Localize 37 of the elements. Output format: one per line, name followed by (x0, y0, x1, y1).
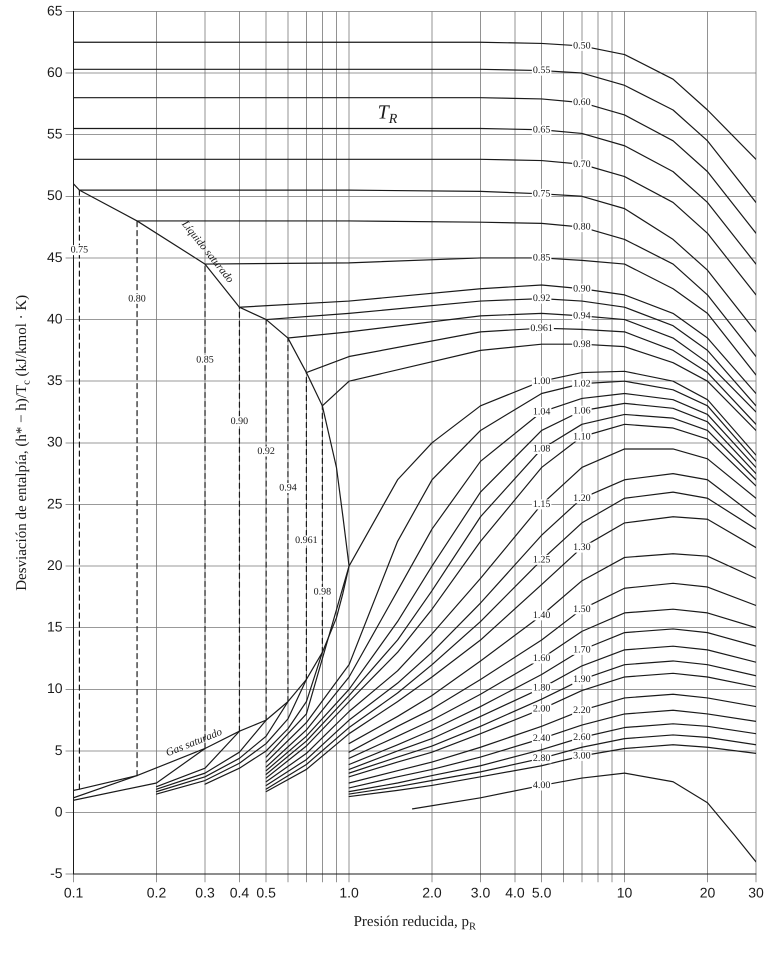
series-label: 0.90 (230, 416, 248, 427)
x-tick-label: 10 (616, 884, 633, 900)
y-tick-label: 5 (54, 742, 63, 758)
y-tick-label: 25 (46, 495, 63, 512)
x-tick-label: 0.1 (64, 884, 84, 900)
y-tick-label: 40 (46, 310, 63, 326)
x-tick-label: 30 (748, 884, 764, 900)
x-tick-label: 0.2 (146, 884, 166, 900)
x-tick-label: 5.0 (532, 884, 552, 900)
y-tick-label: 60 (46, 64, 63, 80)
series-label: 0.98 (314, 586, 332, 598)
y-tick-label: -5 (50, 865, 63, 882)
y-tick-label: 30 (46, 434, 63, 450)
y-tick-label: 10 (46, 680, 63, 696)
y-tick-label: 65 (46, 2, 63, 18)
y-tick-label: 55 (46, 126, 63, 142)
y-tick-label: 0 (54, 803, 63, 820)
series-label: 0.75 (70, 244, 88, 256)
y-tick-label: 15 (46, 618, 63, 635)
series-label: 0.80 (128, 294, 146, 305)
y-tick-label: 20 (46, 556, 63, 573)
x-tick-label: 2.0 (422, 884, 442, 900)
x-tick-label: 0.5 (256, 884, 276, 900)
x-tick-label: 4.0 (505, 884, 525, 900)
x-tick-label: 3.0 (470, 884, 490, 900)
x-tick-label: 0.3 (195, 884, 215, 900)
y-tick-label: 45 (46, 248, 63, 265)
y-tick-label: 50 (46, 187, 63, 204)
x-tick-label: 20 (700, 884, 716, 900)
series-label: 0.92 (257, 446, 275, 458)
y-axis-title: Desviación de entalpía, (h* − h)/Tc (kJ/kmol · K) (14, 294, 32, 591)
y-tick-label: 35 (46, 372, 63, 388)
series-label: 0.85 (196, 354, 214, 366)
series-label: 0.961 (295, 535, 318, 546)
x-tick-label: 0.4 (230, 884, 250, 900)
series-label: 0.94 (279, 482, 297, 494)
x-tick-label: 1.0 (339, 884, 360, 900)
